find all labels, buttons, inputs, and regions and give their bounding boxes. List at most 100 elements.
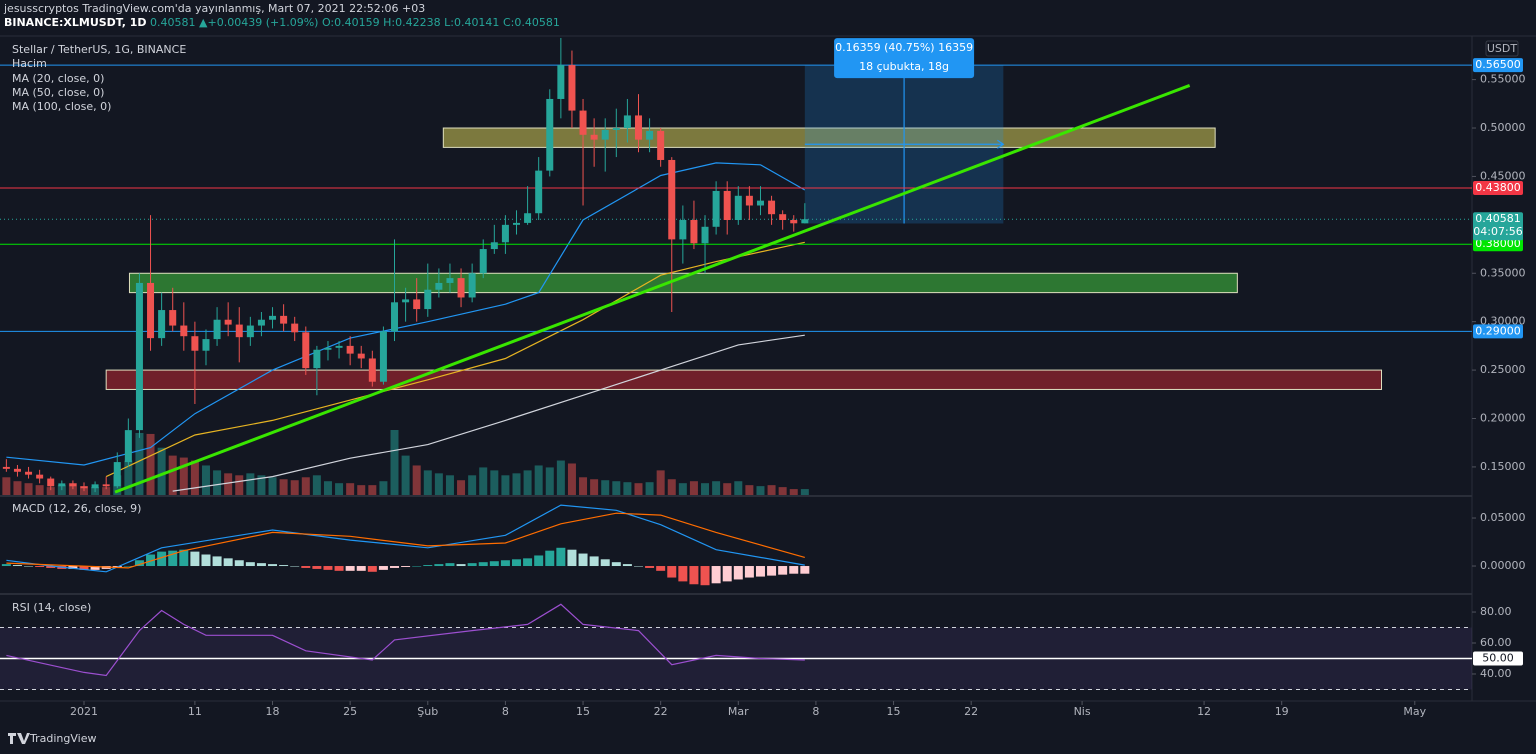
candle-body [324,347,332,350]
candle-body [158,310,166,339]
volume-bar [567,463,576,495]
macd-histogram-bar [367,566,377,572]
candle-body [590,134,598,140]
volume-bar [634,483,643,495]
candle-body [512,222,520,225]
volume-bar [268,477,277,495]
candle-body [424,289,432,310]
volume-bar [257,475,266,495]
candle-body [457,278,465,298]
legend: Stellar / TetherUS, 1G, BINANCE Hacim MA… [12,43,186,113]
macd-histogram-bar [356,566,366,571]
indicator-line [6,162,806,466]
macd-histogram-bar [24,566,34,567]
x-tick-label: Mar [728,705,749,718]
macd-histogram-bar [556,547,566,567]
macd-histogram-bar [157,551,167,567]
candle-body [402,299,410,303]
y-tick-label: 0.15000 [1480,460,1526,473]
macd-histogram-bar [489,561,499,567]
volume-bar [412,465,421,495]
candle-body [124,430,132,463]
macd-histogram-bar [46,566,56,568]
x-tick-label: 2021 [70,705,98,718]
macd-histogram-bar [434,564,444,567]
candle-body [435,282,443,290]
volume-bar [157,447,166,495]
hline-label-bg [1473,324,1523,339]
hline-label: 0.38000 [1475,237,1521,250]
x-tick-label: 15 [887,705,901,718]
volume-bar [279,479,288,495]
chart-title: Stellar / TetherUS, 1G, BINANCE [12,43,186,56]
volume-bar [246,473,255,495]
macd-histogram-bar [567,549,577,567]
volume-bar [612,481,621,495]
macd-histogram-bar [168,550,178,567]
volume-bar [501,475,510,495]
macd-histogram-bar [600,559,610,567]
macd-histogram-bar [268,564,278,567]
candle-body [446,278,454,283]
volume-bar [590,479,599,495]
volume-bar [667,479,676,495]
macd-histogram-bar [778,566,788,575]
volume-bar [335,483,344,495]
macd-histogram-bar [334,566,344,571]
candle-body [468,273,476,298]
logo-icon [8,733,30,744]
candle-body [601,129,609,140]
macd-histogram-bar [678,566,688,582]
x-tick-label: 18 [266,705,280,718]
candle-body [246,325,254,338]
zone [105,369,1383,390]
macd-histogram-bar [390,566,400,568]
symbol: BINANCE:XLMUSDT, 1D [4,16,147,29]
macd-histogram-bar [123,566,133,567]
candle-body [346,345,354,354]
candle-body [2,466,10,469]
x-tick-label: 15 [576,705,590,718]
open: O:0.40159 [322,16,380,29]
macd-histogram-bar [423,565,433,567]
volume-bar [656,470,665,495]
candle-body [335,345,343,348]
volume-bar [579,477,588,495]
candle-body [25,471,33,475]
volume-bar [13,481,22,495]
volume-bar [301,477,310,495]
candle-body [47,478,55,487]
volume-bar [190,460,199,495]
volume-bar [2,477,11,495]
volume-bar [767,485,776,495]
legend-entry: MA (50, close, 0) [12,86,104,99]
candle-body [779,214,787,221]
measure-arrow [804,139,1005,149]
candle-body [169,310,177,326]
indicator-line [6,504,805,573]
x-tick-label: 8 [502,705,509,718]
volume-bar [789,489,798,495]
x-tick-label: May [1403,705,1426,718]
hline-label-bg [1473,237,1523,252]
x-tick-label: 25 [343,705,357,718]
macd-histogram-bar [711,566,721,584]
candle-body [734,195,742,221]
candle-body [535,170,543,214]
volume-bar [201,465,210,495]
x-tick-label: 11 [188,705,202,718]
macd-histogram-bar [633,566,643,567]
macd-histogram-bar [12,565,22,567]
volume-bar [146,433,155,495]
macd-histogram-bar [134,560,144,567]
candle-body [202,339,210,351]
macd-histogram-bar [622,564,632,567]
candle-body [546,98,554,171]
macd-histogram-bar [312,566,322,569]
candle-body [790,220,798,224]
macd-histogram-bar [800,566,810,574]
zone [128,272,1238,294]
candle-body [191,336,199,351]
volume-bar [745,485,754,495]
